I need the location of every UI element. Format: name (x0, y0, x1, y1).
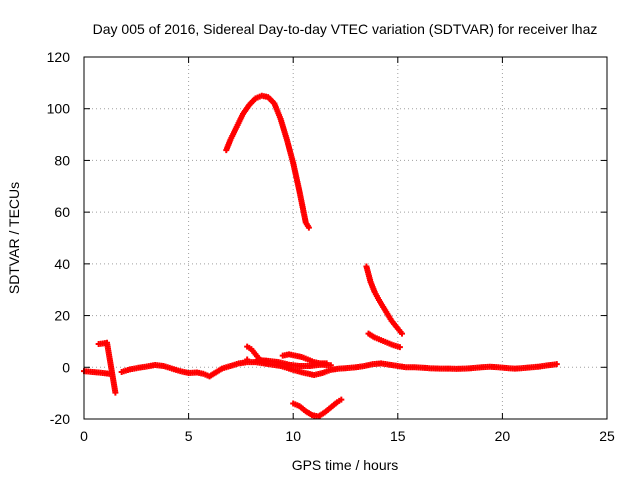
data-point (112, 389, 119, 396)
series-arc-14h-lower (365, 330, 403, 351)
y-tick-label: -20 (50, 411, 70, 427)
series-arc-14h (363, 263, 405, 337)
x-axis-label: GPS time / hours (292, 457, 399, 473)
x-tick-label: 5 (185, 428, 193, 444)
x-tick-label: 0 (80, 428, 88, 444)
x-tick-label: 25 (599, 428, 615, 444)
data-point (106, 370, 113, 377)
y-axis-label: SDTVAR / TECUs (6, 182, 22, 294)
y-tick-label: 100 (47, 101, 71, 117)
data-point (244, 356, 251, 363)
y-tick-label: 20 (54, 308, 70, 324)
series-early-dashes (95, 339, 119, 396)
y-tick-label: 120 (47, 49, 71, 65)
series-baseline-upper (244, 356, 334, 369)
x-tick-label: 10 (285, 428, 301, 444)
y-tick-label: 80 (54, 152, 70, 168)
data-points (81, 92, 560, 420)
grid (84, 57, 607, 419)
axis-ticks: 0 5 10 15 20 25 -20 0 20 40 60 80 100 120 (47, 49, 615, 444)
series-baseline (81, 359, 560, 380)
series-big-arc (223, 92, 312, 231)
plot-frame (83, 56, 608, 420)
data-point (398, 330, 405, 337)
y-tick-label: 0 (62, 359, 70, 375)
series-dip-11h (290, 396, 345, 420)
data-point (338, 396, 345, 403)
data-point (305, 224, 312, 231)
y-tick-label: 40 (54, 256, 70, 272)
data-point (553, 361, 560, 368)
chart-title: Day 005 of 2016, Sidereal Day-to-day VTE… (93, 21, 598, 37)
x-tick-label: 20 (495, 428, 511, 444)
y-tick-label: 60 (54, 204, 70, 220)
data-point (396, 344, 403, 351)
x-tick-label: 15 (390, 428, 406, 444)
data-point (327, 362, 334, 369)
